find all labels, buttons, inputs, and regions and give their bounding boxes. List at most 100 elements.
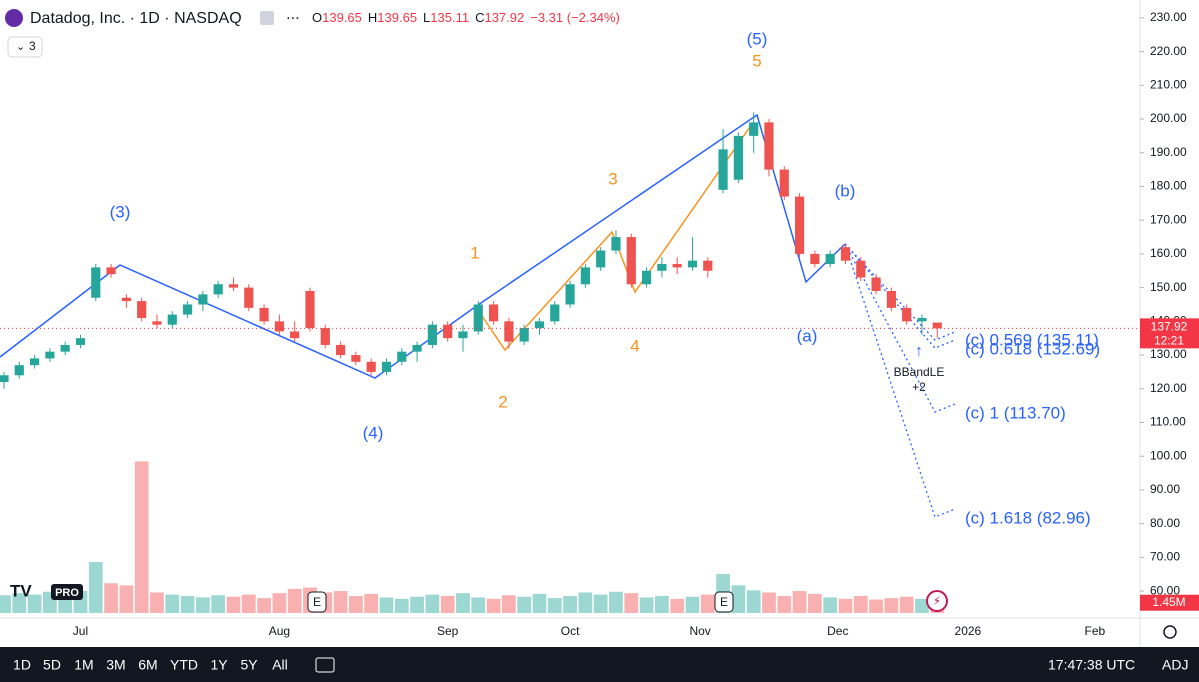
candle-body (657, 264, 667, 271)
chevron: ⌄ (16, 41, 25, 53)
volume-bar (578, 592, 593, 613)
volume-bar (134, 461, 149, 613)
volume-bar (853, 596, 868, 613)
symbol-logo (5, 9, 23, 27)
volume-bar (777, 596, 792, 613)
volume-bar (180, 596, 195, 613)
clock: 17:47:38 UTC (1048, 657, 1135, 673)
volume-bar (456, 593, 470, 613)
y-tick-label: 150.00 (1150, 280, 1187, 294)
x-tick-label: Aug (269, 624, 290, 638)
candle-body (825, 253, 835, 265)
volume-bar (211, 595, 226, 613)
candle-body (335, 344, 346, 356)
fib-1 (844, 243, 956, 413)
earnings-badge[interactable] (307, 591, 327, 613)
candle-body (626, 237, 636, 285)
candle-body (917, 317, 927, 322)
y-tick-label: 70.00 (1150, 550, 1180, 564)
volume-bar (838, 598, 853, 613)
signal-count: +2 (912, 380, 926, 394)
candle-body (412, 344, 422, 352)
settings-icon[interactable] (1163, 625, 1177, 639)
volume-bar (394, 598, 409, 613)
signal-arrow: ↑ (915, 343, 923, 360)
candle-body (60, 344, 70, 352)
volume-bar (517, 596, 532, 613)
wave-label: (a) (797, 326, 818, 345)
volume-bar (593, 594, 608, 613)
pro-badge (51, 584, 83, 600)
wave-label: 2 (498, 392, 507, 411)
fib-0569 (844, 243, 956, 341)
more-icon[interactable]: ⋯ (286, 10, 300, 26)
earnings-badge[interactable] (714, 591, 734, 613)
ohlc-value: 137.92 (484, 10, 524, 25)
range-button[interactable]: All (272, 657, 288, 673)
y-tick-label: 110.00 (1150, 415, 1186, 429)
y-tick-label: 180.00 (1150, 179, 1187, 193)
range-button[interactable]: 3M (106, 657, 125, 673)
ohlc-key: H (368, 10, 377, 25)
candle-body (779, 169, 789, 197)
volume-bar (792, 591, 807, 613)
candle-body (488, 304, 499, 322)
adj-toggle[interactable]: ADJ (1162, 657, 1188, 673)
volume-bar (746, 590, 761, 613)
volume-bar (700, 594, 715, 613)
range-button[interactable]: 1D (13, 657, 31, 673)
candle-body (856, 260, 866, 278)
candle-body (0, 375, 9, 383)
candles (0, 112, 942, 389)
range-button[interactable]: 1Y (210, 657, 228, 673)
range-button[interactable]: 6M (138, 657, 157, 673)
volume-bar (272, 593, 287, 613)
range-button[interactable]: YTD (170, 657, 198, 673)
candle-body (75, 338, 86, 345)
candle-body (902, 307, 912, 322)
volume-bar (104, 583, 118, 613)
volume-bar (762, 592, 776, 613)
ohlc-key: L (423, 10, 430, 25)
candle-body (672, 264, 682, 268)
candle-body (137, 301, 147, 318)
candle-body (351, 355, 361, 362)
indicator-toggle[interactable] (7, 36, 43, 58)
fib-label: (c) 0.569 (135.11) (965, 330, 1099, 349)
volume-bar (899, 596, 914, 613)
candle-body (764, 122, 774, 170)
candle-body (213, 284, 223, 295)
ohlc-value: 139.65 (322, 10, 362, 25)
subwave-line (477, 123, 753, 352)
range-button[interactable]: 5Y (240, 657, 258, 673)
candle-body (305, 290, 315, 329)
earnings-letter: E (720, 595, 728, 609)
candle-body (259, 307, 269, 322)
wave-label: 4 (630, 336, 639, 355)
change: −3.31 (−2.34%) (530, 10, 620, 25)
ohlc-value: 135.11 (430, 10, 469, 25)
candle-body (473, 304, 483, 332)
date-range-icon[interactable] (315, 657, 335, 673)
range-button[interactable]: 5D (43, 657, 61, 673)
volume-bar (501, 595, 516, 613)
candle-body (167, 314, 177, 325)
volume-bar (425, 594, 440, 613)
range-button[interactable]: 1M (74, 657, 93, 673)
candle-body (810, 253, 820, 265)
candle-body (443, 324, 453, 339)
y-tick-label: 210.00 (1150, 77, 1187, 91)
y-tick-label: 160.00 (1150, 246, 1187, 260)
icon[interactable] (260, 11, 274, 25)
volume-bar (884, 598, 899, 613)
volume-bar (685, 596, 700, 613)
volume-bar (609, 591, 623, 613)
x-tick-label: Dec (827, 624, 848, 638)
candle-body (565, 284, 575, 305)
countdown: 12:21 (1154, 334, 1184, 348)
candle-body (596, 250, 606, 268)
candle-body (152, 321, 162, 325)
news-icon[interactable] (926, 590, 948, 612)
